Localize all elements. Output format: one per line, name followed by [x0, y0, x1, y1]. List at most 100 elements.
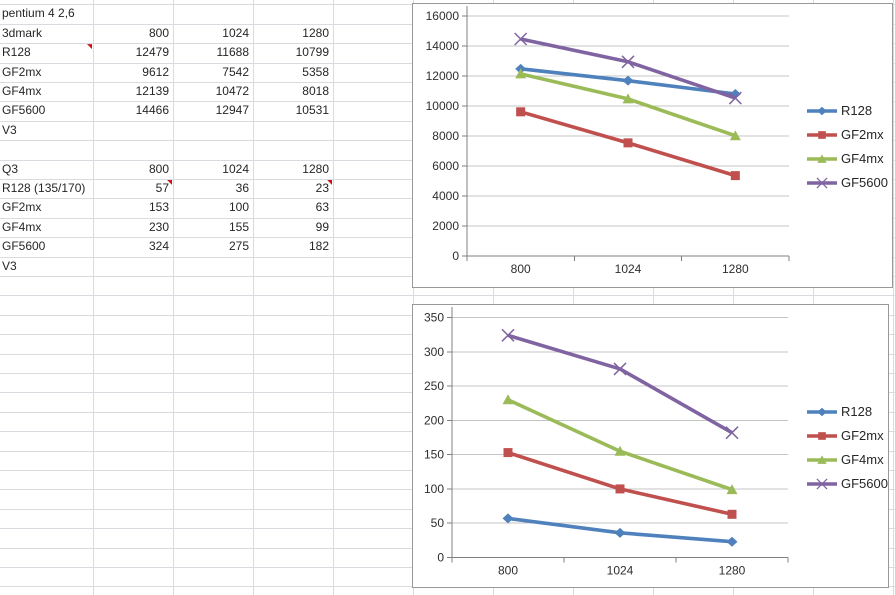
chart-3dmark-scores[interactable]: 0 2000 4000 6000 8000 10000 12000 14000 16000 800… [412, 3, 893, 288]
cell-r2c1[interactable]: 12479 [135, 45, 169, 60]
sheet-gridline-v [333, 0, 334, 595]
cell-r8c2[interactable]: 1024 [222, 161, 249, 176]
cell-r6c0[interactable]: V3 [2, 122, 17, 137]
legend-marker-diamond[interactable] [817, 106, 827, 116]
legend-item-gf4mx[interactable]: GF4mx [807, 151, 884, 167]
marker-x-gf5600[interactable] [621, 55, 635, 69]
cell-r9c0[interactable]: R128 (135/170) [2, 180, 86, 195]
legend-marker-x[interactable] [816, 177, 828, 189]
marker-square-gf2mx[interactable] [615, 484, 625, 494]
legend-item-gf4mx[interactable]: GF4mx [807, 452, 884, 468]
y-tick-label: 100 [424, 482, 444, 496]
legend-swatch-square [807, 131, 837, 139]
cell-r1c1[interactable]: 800 [148, 25, 169, 40]
cell-r12c0[interactable]: GF5600 [2, 239, 46, 254]
cell-r0c0[interactable]: pentium 4 2,6 [2, 6, 75, 21]
legend-item-gf5600[interactable]: GF5600 [807, 476, 888, 492]
cell-r4c2[interactable]: 10472 [215, 83, 249, 98]
chart-q3-fps[interactable]: 0 50 100 150 200 250 300 350 800 1024 1280 R128 GF2m… [412, 304, 889, 588]
cell-r11c1[interactable]: 230 [148, 219, 169, 234]
legend-item-gf2mx[interactable]: GF2mx [807, 127, 884, 143]
marker-x-gf5600[interactable] [725, 426, 739, 440]
series-line-gf5600[interactable] [507, 333, 733, 435]
cell-r8c1[interactable]: 800 [148, 161, 169, 176]
cell-r10c3[interactable]: 63 [315, 200, 329, 215]
cell-r1c2[interactable]: 1024 [222, 25, 249, 40]
marker-triangle-gf4mx[interactable] [614, 445, 626, 456]
cell-r3c1[interactable]: 9612 [142, 64, 169, 79]
marker-triangle-gf4mx[interactable] [515, 68, 527, 79]
legend-marker-triangle[interactable] [817, 154, 827, 163]
legend-marker-square[interactable] [818, 131, 826, 139]
marker-triangle-gf4mx[interactable] [622, 93, 634, 104]
sheet-gridline-h [0, 295, 895, 297]
cell-r12c2[interactable]: 275 [228, 239, 249, 254]
sheet-gridline-v [493, 0, 494, 595]
legend-item-r128[interactable]: R128 [807, 404, 872, 420]
y-tick-label: 10000 [426, 99, 460, 113]
cell-r2c2[interactable]: 11688 [216, 45, 249, 60]
marker-diamond-r128[interactable] [502, 513, 514, 524]
cell-r3c2[interactable]: 7542 [222, 64, 249, 79]
marker-square-gf2mx[interactable] [730, 171, 740, 181]
cell-r3c0[interactable]: GF2mx [2, 64, 42, 79]
legend-marker-diamond[interactable] [817, 407, 827, 417]
y-tick-label: 14000 [426, 39, 460, 53]
cell-r2c3[interactable]: 10799 [295, 45, 329, 60]
legend-item-gf2mx[interactable]: GF2mx [807, 428, 884, 444]
legend-swatch-triangle [807, 154, 837, 163]
legend-label: GF5600 [841, 175, 888, 190]
y-tick-label: 8000 [432, 129, 459, 143]
cell-r1c0[interactable]: 3dmark [2, 25, 43, 40]
cell-r2c0[interactable]: R128 [2, 45, 31, 60]
cell-r10c0[interactable]: GF2mx [2, 200, 42, 215]
y-tick-label: 6000 [432, 159, 459, 173]
marker-triangle-gf4mx[interactable] [726, 484, 738, 495]
cell-r8c3[interactable]: 1280 [302, 161, 329, 176]
legend-item-gf5600[interactable]: GF5600 [807, 175, 888, 191]
marker-diamond-r128[interactable] [726, 536, 738, 547]
marker-triangle-gf4mx[interactable] [729, 130, 741, 141]
cell-r5c1[interactable]: 14466 [135, 103, 169, 118]
cell-r10c2[interactable]: 100 [228, 200, 249, 215]
cell-r9c3[interactable]: 23 [315, 180, 329, 195]
cell-r11c3[interactable]: 99 [315, 219, 329, 234]
marker-square-gf2mx[interactable] [503, 448, 513, 458]
marker-diamond-r128[interactable] [614, 527, 626, 538]
legend-marker-triangle[interactable] [817, 455, 827, 464]
y-tick-label: 150 [424, 448, 444, 462]
legend-marker-x[interactable] [816, 478, 828, 490]
series-line-gf2mx[interactable] [507, 450, 733, 517]
cell-r10c1[interactable]: 153 [148, 200, 169, 215]
marker-x-gf5600[interactable] [728, 91, 742, 105]
cell-r5c3[interactable]: 10531 [295, 103, 329, 118]
cell-r12c1[interactable]: 324 [148, 239, 169, 254]
cell-r4c3[interactable]: 8018 [302, 83, 329, 98]
cell-r11c0[interactable]: GF4mx [2, 219, 42, 234]
cell-r9c1[interactable]: 57 [155, 180, 169, 195]
cell-r8c0[interactable]: Q3 [2, 161, 19, 176]
legend-item-r128[interactable]: R128 [807, 103, 872, 119]
cell-r12c3[interactable]: 182 [308, 239, 329, 254]
legend-marker-square[interactable] [818, 432, 826, 440]
cell-r9c2[interactable]: 36 [235, 180, 249, 195]
cell-r3c3[interactable]: 5358 [302, 64, 329, 79]
cell-r11c2[interactable]: 155 [228, 219, 249, 234]
cell-r13c0[interactable]: V3 [2, 258, 17, 273]
cell-r5c2[interactable]: 12947 [215, 103, 249, 118]
cell-r1c3[interactable]: 1280 [302, 25, 329, 40]
marker-x-gf5600[interactable] [501, 328, 515, 342]
marker-x-gf5600[interactable] [514, 32, 528, 46]
sheet-gridline-v [173, 0, 174, 595]
marker-square-gf2mx[interactable] [516, 107, 526, 117]
marker-x-gf5600[interactable] [613, 362, 627, 376]
sheet-gridline-v [93, 0, 94, 595]
cell-r5c0[interactable]: GF5600 [2, 103, 46, 118]
marker-triangle-gf4mx[interactable] [502, 394, 514, 405]
cell-r4c0[interactable]: GF4mx [2, 83, 42, 98]
marker-diamond-r128[interactable] [622, 75, 634, 86]
cell-r4c1[interactable]: 12139 [135, 83, 169, 98]
marker-square-gf2mx[interactable] [727, 509, 737, 519]
x-tick-label: 1280 [722, 262, 749, 276]
marker-square-gf2mx[interactable] [623, 138, 633, 148]
